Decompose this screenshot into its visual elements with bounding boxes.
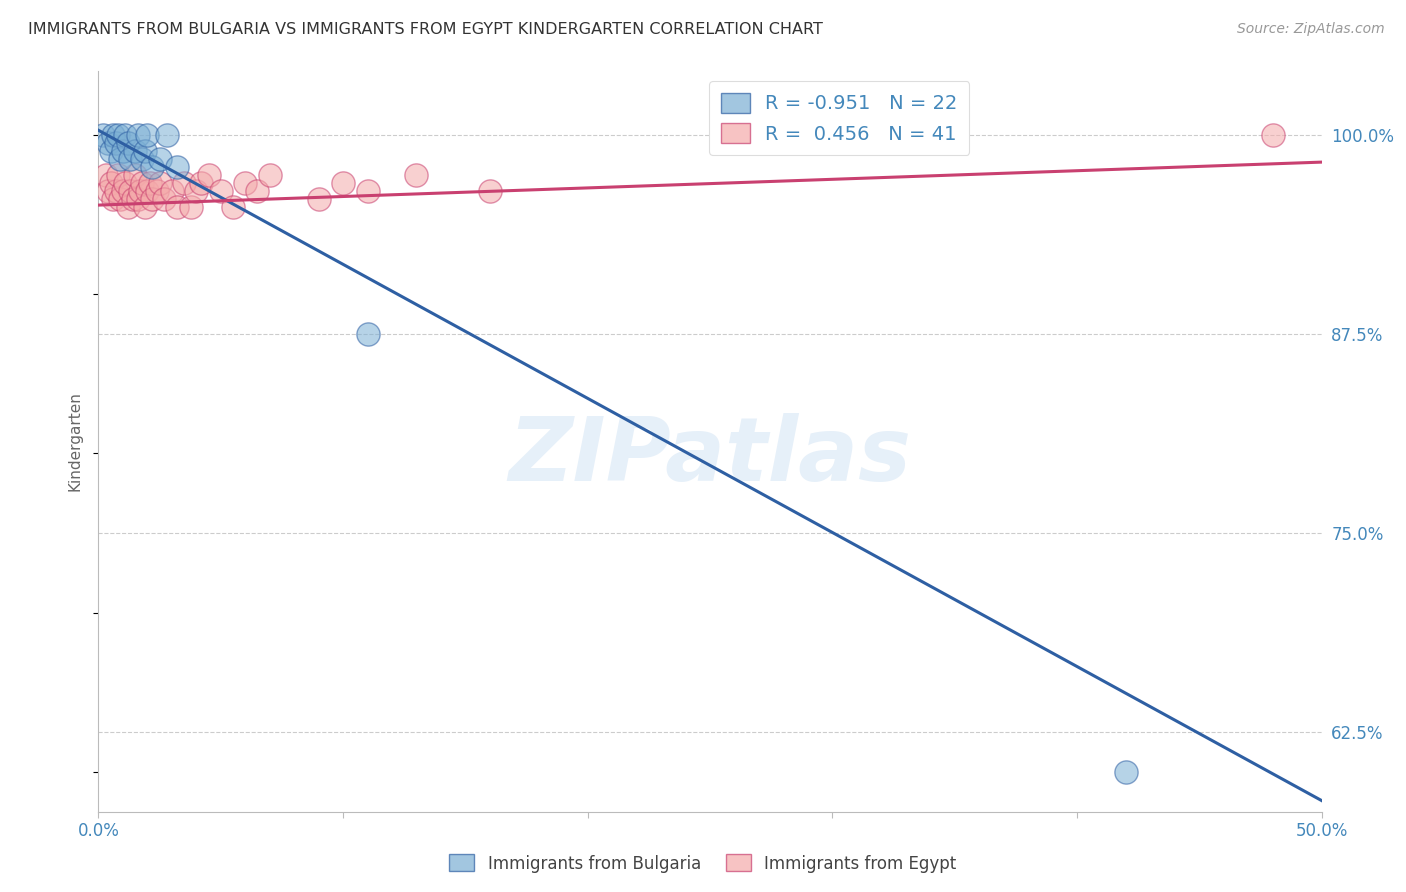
Point — [139, 176, 162, 190]
Point — [136, 128, 159, 142]
Point — [110, 152, 132, 166]
Point — [246, 184, 269, 198]
Text: IMMIGRANTS FROM BULGARIA VS IMMIGRANTS FROM EGYPT KINDERGARTEN CORRELATION CHART: IMMIGRANTS FROM BULGARIA VS IMMIGRANTS F… — [28, 22, 823, 37]
Point — [173, 176, 195, 190]
Point — [97, 136, 120, 150]
Point — [153, 192, 176, 206]
Point — [117, 200, 139, 214]
Point — [141, 192, 163, 206]
Point — [101, 128, 124, 142]
Point — [91, 128, 114, 142]
Point — [107, 168, 129, 182]
Point — [478, 184, 501, 198]
Point — [121, 192, 143, 206]
Point — [332, 176, 354, 190]
Point — [308, 192, 330, 206]
Point — [114, 176, 136, 190]
Point — [222, 200, 245, 214]
Y-axis label: Kindergarten: Kindergarten — [67, 392, 83, 491]
Point — [356, 327, 378, 342]
Point — [104, 184, 127, 198]
Point — [186, 184, 208, 198]
Text: ZIPatlas: ZIPatlas — [509, 413, 911, 500]
Point — [209, 184, 232, 198]
Point — [101, 192, 124, 206]
Point — [124, 144, 146, 158]
Point — [197, 168, 219, 182]
Point — [120, 152, 142, 166]
Point — [141, 160, 163, 174]
Point — [131, 152, 153, 166]
Point — [180, 200, 202, 214]
Point — [405, 168, 427, 182]
Point — [114, 128, 136, 142]
Point — [111, 184, 134, 198]
Point — [166, 160, 188, 174]
Point — [127, 192, 149, 206]
Legend: R = -0.951   N = 22, R =  0.456   N = 41: R = -0.951 N = 22, R = 0.456 N = 41 — [709, 81, 969, 155]
Point — [156, 128, 179, 142]
Point — [124, 168, 146, 182]
Point — [127, 128, 149, 142]
Point — [166, 200, 188, 214]
Point — [160, 184, 183, 198]
Point — [134, 200, 156, 214]
Point — [129, 184, 152, 198]
Point — [146, 184, 169, 198]
Point — [120, 184, 142, 198]
Point — [134, 144, 156, 158]
Point — [100, 144, 122, 158]
Point — [107, 128, 129, 142]
Point — [131, 176, 153, 190]
Text: Source: ZipAtlas.com: Source: ZipAtlas.com — [1237, 22, 1385, 37]
Point — [100, 176, 122, 190]
Legend: Immigrants from Bulgaria, Immigrants from Egypt: Immigrants from Bulgaria, Immigrants fro… — [443, 847, 963, 880]
Point — [356, 184, 378, 198]
Point — [149, 176, 172, 190]
Point — [149, 152, 172, 166]
Point — [104, 136, 127, 150]
Point — [1261, 128, 1284, 142]
Point — [233, 176, 256, 190]
Point — [97, 184, 120, 198]
Point — [1115, 764, 1137, 779]
Point — [190, 176, 212, 190]
Point — [110, 192, 132, 206]
Point — [111, 144, 134, 158]
Point — [259, 168, 281, 182]
Point — [136, 184, 159, 198]
Point — [94, 168, 117, 182]
Point — [117, 136, 139, 150]
